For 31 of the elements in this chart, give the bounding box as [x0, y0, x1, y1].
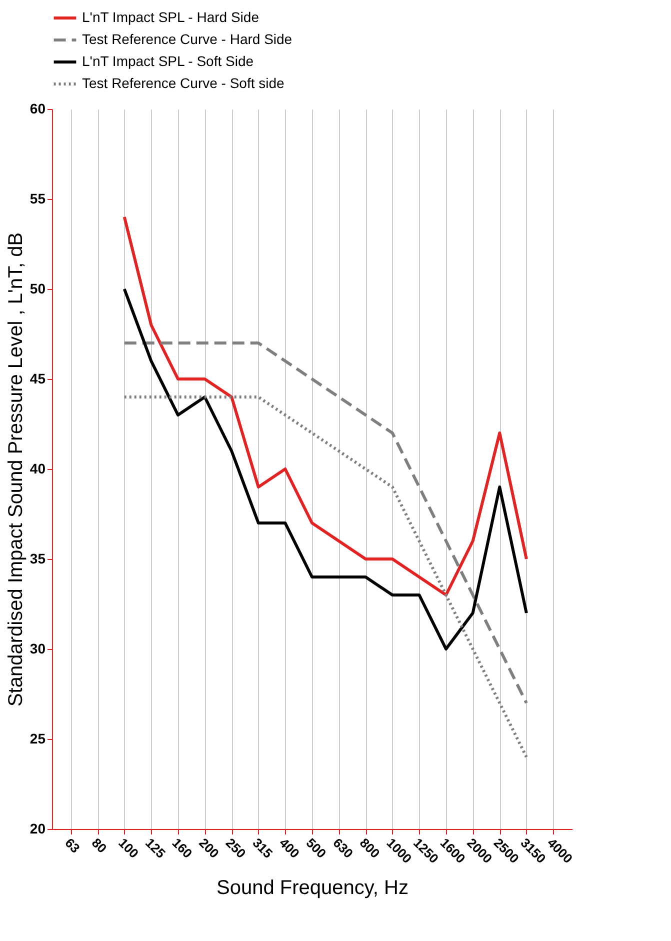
x-tick-label: 63	[62, 835, 83, 856]
line-series	[122, 342, 528, 704]
y-tick-label: 55	[30, 190, 46, 206]
x-tick-label: 100	[116, 835, 142, 862]
x-tick-label: 630	[330, 835, 356, 862]
legend-label: L'nT Impact SPL - Hard Side	[82, 9, 260, 25]
y-tick-label: 45	[30, 370, 46, 386]
y-tick-label: 25	[30, 730, 46, 746]
y-tick-label: 40	[30, 460, 46, 476]
legend-label: L'nT Impact SPL - Soft Side	[82, 53, 254, 69]
x-tick-label: 160	[169, 835, 196, 862]
y-tick-label: 60	[30, 100, 46, 116]
line-series	[122, 396, 528, 758]
x-axis-title: Sound Frequency, Hz	[216, 877, 408, 900]
line-series	[122, 288, 528, 650]
y-tick-label: 20	[30, 820, 46, 836]
line-series	[122, 216, 528, 596]
y-axis-title: Standardised Impact Sound Pressure Level , L'nT, dB	[4, 232, 27, 707]
y-tick-label: 50	[30, 280, 46, 296]
x-tick-label: 500	[303, 835, 330, 862]
legend-label: Test Reference Curve - Soft side	[82, 75, 285, 91]
x-tick-label: 800	[356, 835, 383, 862]
x-tick-label: 80	[88, 835, 110, 856]
y-tick-label: 35	[30, 550, 46, 566]
legend-label: Test Reference Curve - Hard Side	[82, 31, 292, 47]
x-tick-label: 250	[222, 835, 249, 862]
x-tick-label: 315	[250, 835, 276, 862]
y-tick-label: 30	[30, 640, 46, 656]
x-tick-label: 125	[142, 835, 168, 862]
x-tick-label: 200	[196, 835, 222, 862]
x-tick-label: 400	[276, 835, 302, 862]
